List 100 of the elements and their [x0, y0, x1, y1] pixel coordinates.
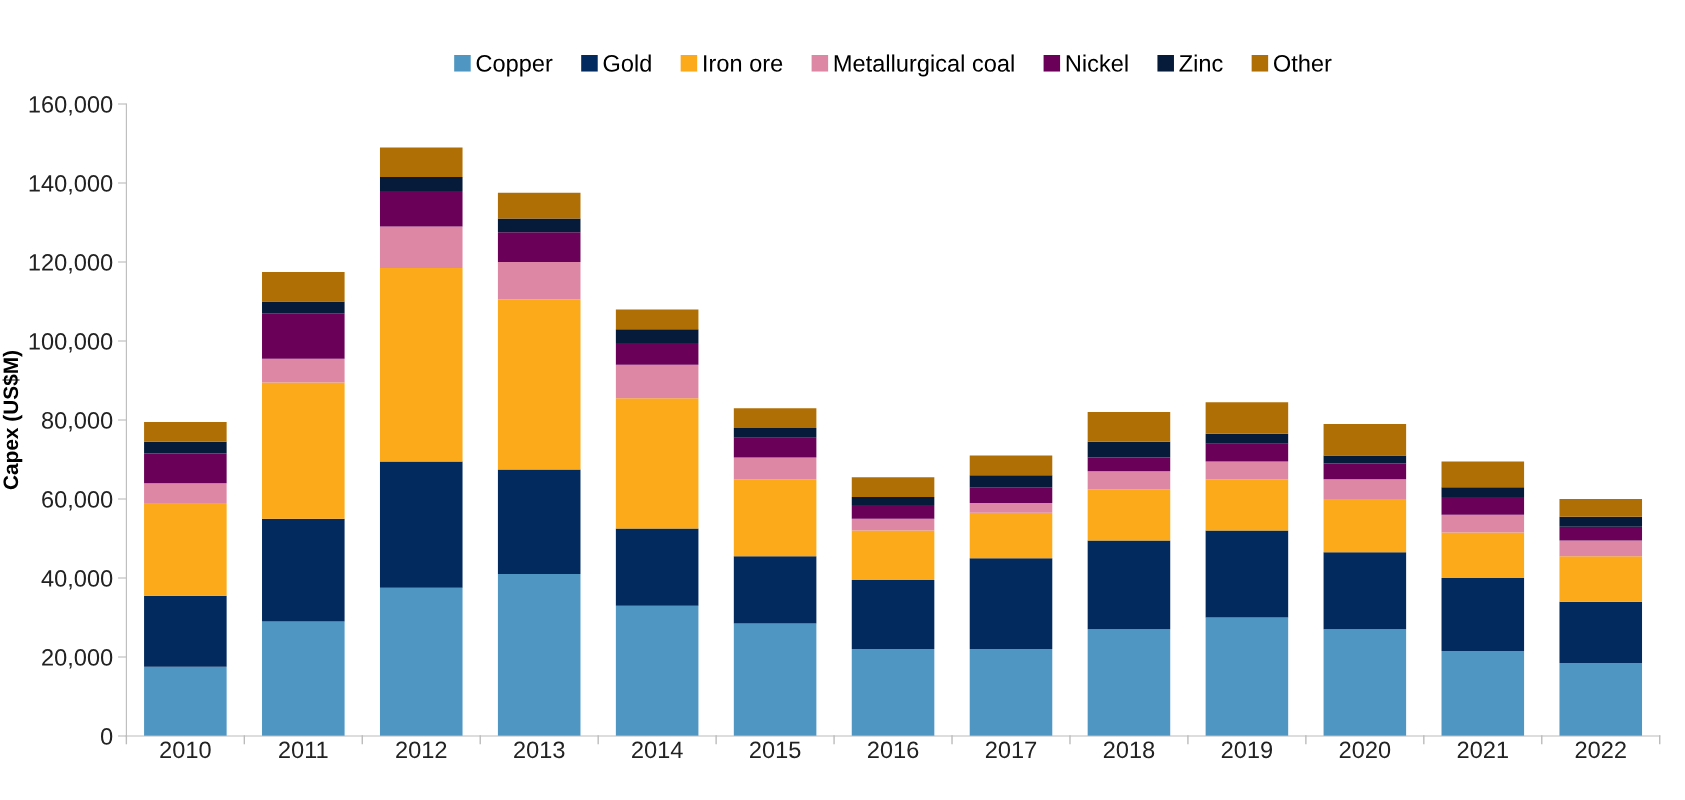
y-tick-label: 160,000 [29, 96, 113, 116]
bar [1323, 463, 1407, 480]
bar [497, 262, 581, 300]
bar [969, 475, 1053, 488]
legend-label: Copper [476, 55, 553, 77]
bar [1087, 471, 1171, 490]
y-tick-label: 0 [100, 728, 113, 745]
x-tick-label: 2020 [1339, 741, 1391, 759]
bar [379, 190, 463, 227]
bar [1441, 497, 1525, 515]
bar [969, 487, 1053, 503]
bar [497, 574, 581, 736]
bar [379, 587, 463, 736]
bar [1441, 514, 1525, 533]
bar [851, 504, 935, 519]
bar [1559, 662, 1643, 736]
bar [615, 342, 699, 365]
bar [1205, 433, 1289, 444]
bar [1205, 617, 1289, 736]
y-tick-label: 140,000 [29, 175, 113, 195]
bar [379, 461, 463, 588]
bar [144, 483, 227, 503]
bar [262, 313, 345, 359]
bar [497, 469, 581, 575]
bar [497, 192, 581, 219]
bar [1559, 601, 1643, 663]
y-axis-title: Capex (US$M) [2, 350, 23, 490]
bar [1087, 489, 1171, 541]
bar [1323, 552, 1407, 630]
bar [144, 502, 227, 596]
y-tick-label: 100,000 [29, 333, 113, 353]
bar [733, 556, 817, 624]
x-tick-label: 2015 [750, 741, 801, 759]
bar [1087, 540, 1171, 630]
bar [851, 477, 935, 498]
legend-label: Zinc [1179, 54, 1223, 72]
legend-label: Nickel [1066, 54, 1128, 72]
bar [262, 358, 345, 383]
bar [1559, 499, 1643, 517]
bar [969, 512, 1053, 559]
x-tick-label: 2016 [867, 741, 919, 759]
bar [379, 267, 463, 462]
bar [1559, 516, 1643, 527]
bar [1087, 629, 1171, 736]
bar [497, 232, 581, 262]
bar [1205, 461, 1289, 480]
bar [262, 271, 345, 302]
y-tick-label: 40,000 [41, 570, 113, 590]
bar [1323, 499, 1407, 553]
bar [615, 528, 699, 606]
bar [615, 329, 699, 343]
legend-label: Other [1274, 54, 1332, 72]
bar [1205, 530, 1289, 618]
x-tick-label: 2019 [1221, 741, 1273, 759]
bar [733, 408, 817, 428]
bar [497, 299, 581, 470]
bar [733, 457, 817, 480]
x-tick-label: 2022 [1575, 741, 1626, 759]
bar [851, 530, 935, 580]
bar [851, 497, 935, 505]
bar [1559, 556, 1643, 602]
bar [1205, 443, 1289, 462]
bar [851, 579, 935, 650]
bar [379, 147, 463, 178]
x-tick-label: 2017 [985, 741, 1037, 759]
bar [615, 364, 699, 399]
y-tick-label: 120,000 [29, 254, 113, 274]
bar [1087, 412, 1171, 442]
bar [144, 666, 227, 736]
bar [733, 427, 817, 438]
bar [379, 226, 463, 268]
bar [1441, 651, 1525, 736]
bar [262, 621, 345, 736]
bar [733, 437, 817, 458]
bar [144, 421, 227, 442]
x-tick-label: 2012 [396, 741, 447, 759]
bar [497, 218, 581, 233]
bar [969, 455, 1053, 476]
bar [1205, 479, 1289, 531]
x-tick-label: 2010 [160, 741, 211, 759]
x-tick-label: 2011 [279, 741, 328, 759]
bar [969, 558, 1053, 650]
bar [1441, 578, 1525, 652]
bar [379, 177, 463, 191]
bar [1323, 629, 1407, 736]
bar [1559, 526, 1643, 541]
bar [615, 309, 699, 330]
bar [1559, 540, 1643, 557]
legend-label: Gold [603, 54, 651, 72]
bar [144, 595, 227, 667]
legend-label: Iron ore [704, 55, 783, 72]
bar [1441, 461, 1525, 488]
legend-label: Metallurgical coal [834, 54, 1014, 77]
bar [969, 502, 1053, 513]
bar [144, 441, 227, 454]
bar [851, 649, 935, 736]
bar [262, 382, 345, 519]
bar [1323, 479, 1407, 499]
x-tick-label: 2018 [1103, 741, 1155, 759]
y-tick-label: 20,000 [42, 649, 113, 669]
